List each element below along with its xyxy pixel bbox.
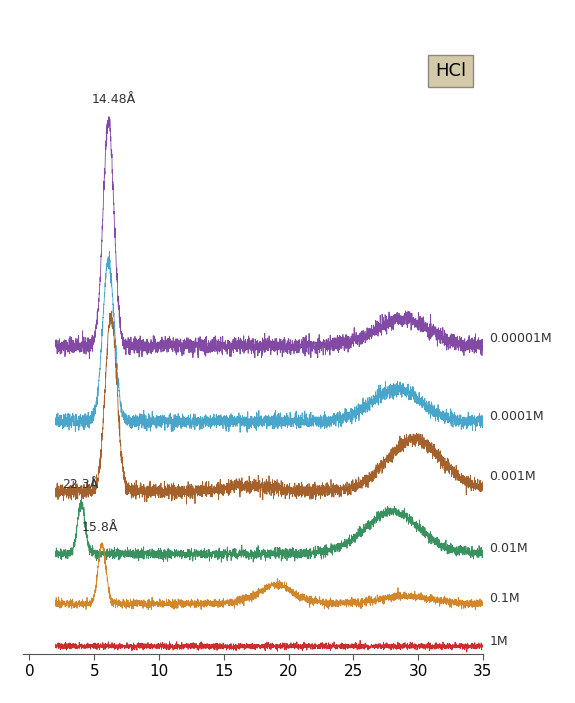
Text: 0.01M: 0.01M [489,542,528,555]
Text: 0.00001M: 0.00001M [489,333,552,345]
Text: 0.0001M: 0.0001M [489,410,544,423]
Text: 0.001M: 0.001M [489,470,536,483]
Text: 14.48Å: 14.48Å [91,93,136,106]
Text: 15.8Å: 15.8Å [81,521,118,534]
Text: 1M: 1M [489,635,508,647]
Text: 0.1M: 0.1M [489,592,520,605]
Text: HCl: HCl [435,62,466,80]
Text: 22.3Å: 22.3Å [62,478,98,491]
